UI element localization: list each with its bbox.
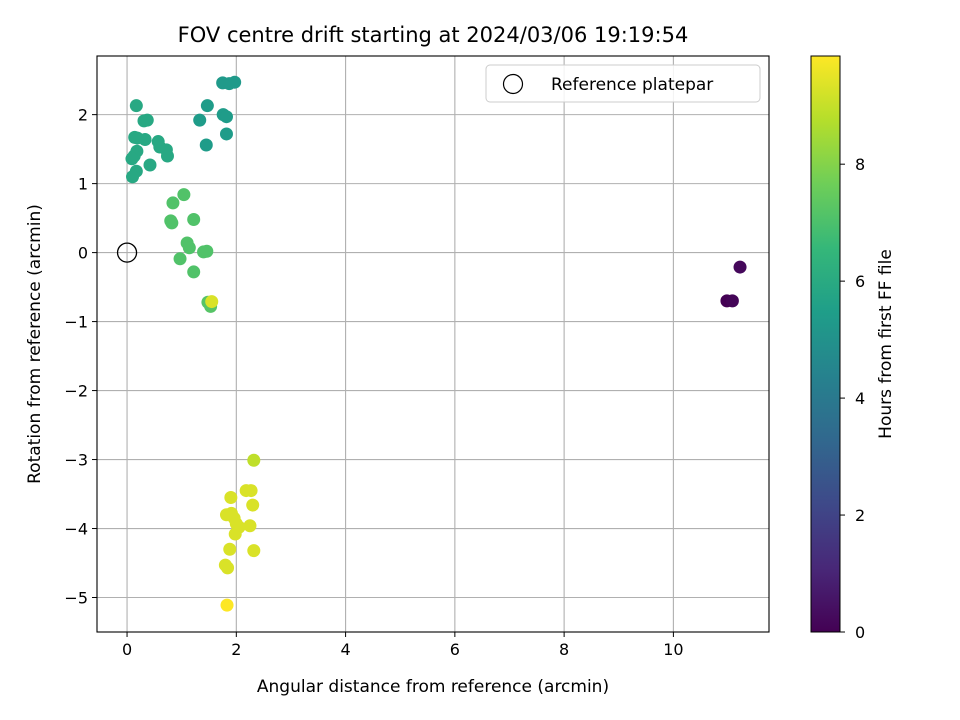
colorbar-ticks: 0 2 4 6 8 (840, 155, 865, 642)
x-tick-label: 0 (122, 640, 132, 659)
legend-reference-marker (502, 73, 524, 95)
colorbar (811, 56, 840, 632)
colorbar-tick-label: 6 (855, 272, 865, 291)
data-point (247, 544, 261, 558)
data-point (200, 244, 214, 258)
x-axis-ticks: 0 2 4 6 8 10 (122, 632, 684, 659)
data-point (243, 519, 257, 533)
colorbar-label: Hours from first FF file (876, 249, 896, 439)
x-tick-label: 4 (340, 640, 350, 659)
data-point (125, 152, 139, 166)
data-point (160, 149, 174, 163)
y-tick-label: −5 (64, 589, 88, 608)
y-axis-ticks: −5 −4 −3 −2 −1 0 1 2 (64, 106, 97, 608)
grid (97, 56, 769, 632)
data-point (219, 127, 233, 141)
data-point (219, 110, 233, 124)
y-tick-label: 2 (78, 106, 88, 125)
colorbar-tick-label: 2 (855, 506, 865, 525)
data-point (725, 294, 739, 308)
data-point (177, 188, 191, 202)
colorbar-tick-label: 4 (855, 389, 865, 408)
data-point (228, 527, 242, 541)
x-tick-label: 2 (231, 640, 241, 659)
legend-box (485, 64, 761, 103)
data-point (205, 295, 219, 309)
data-point (140, 113, 154, 127)
data-points (125, 75, 747, 612)
x-tick-label: 8 (559, 640, 569, 659)
colorbar-frame (810, 55, 841, 633)
data-point (247, 453, 261, 467)
legend-label: Reference platepar (551, 75, 713, 95)
colorbar-tick-label: 8 (855, 155, 865, 174)
y-tick-label: 1 (78, 175, 88, 194)
reference-platepar-marker (116, 242, 138, 263)
y-tick-label: −3 (64, 451, 88, 470)
x-tick-label: 6 (450, 640, 460, 659)
legend: Reference platepar (485, 64, 761, 103)
y-tick-label: −2 (64, 382, 88, 401)
reference-marker-group (116, 242, 138, 263)
data-point (166, 196, 180, 210)
data-point (244, 484, 258, 498)
data-point (193, 113, 207, 127)
data-point (173, 252, 187, 266)
colorbar-tick-label: 0 (855, 623, 865, 642)
data-point (165, 216, 179, 230)
y-axis-label: Rotation from reference (arcmin) (25, 204, 45, 484)
data-point (138, 132, 152, 146)
x-tick-label: 10 (663, 640, 683, 659)
x-axis-label: Angular distance from reference (arcmin) (257, 677, 609, 697)
plot-frame (96, 55, 770, 633)
data-point (200, 99, 214, 113)
data-point (143, 158, 157, 172)
data-point (733, 260, 747, 274)
data-point (228, 75, 242, 89)
data-point (187, 212, 201, 226)
y-tick-label: 0 (78, 244, 88, 263)
data-point (199, 138, 213, 152)
data-point (126, 170, 140, 184)
data-point (223, 542, 237, 556)
data-point (224, 490, 238, 504)
chart-title: FOV centre drift starting at 2024/03/06 … (178, 23, 689, 47)
data-point (246, 498, 260, 512)
data-point (221, 561, 235, 575)
data-point (129, 99, 143, 113)
y-tick-label: −4 (64, 520, 88, 539)
data-point (182, 241, 196, 255)
y-tick-label: −1 (64, 313, 88, 332)
data-point (220, 598, 234, 612)
data-point (187, 265, 201, 279)
